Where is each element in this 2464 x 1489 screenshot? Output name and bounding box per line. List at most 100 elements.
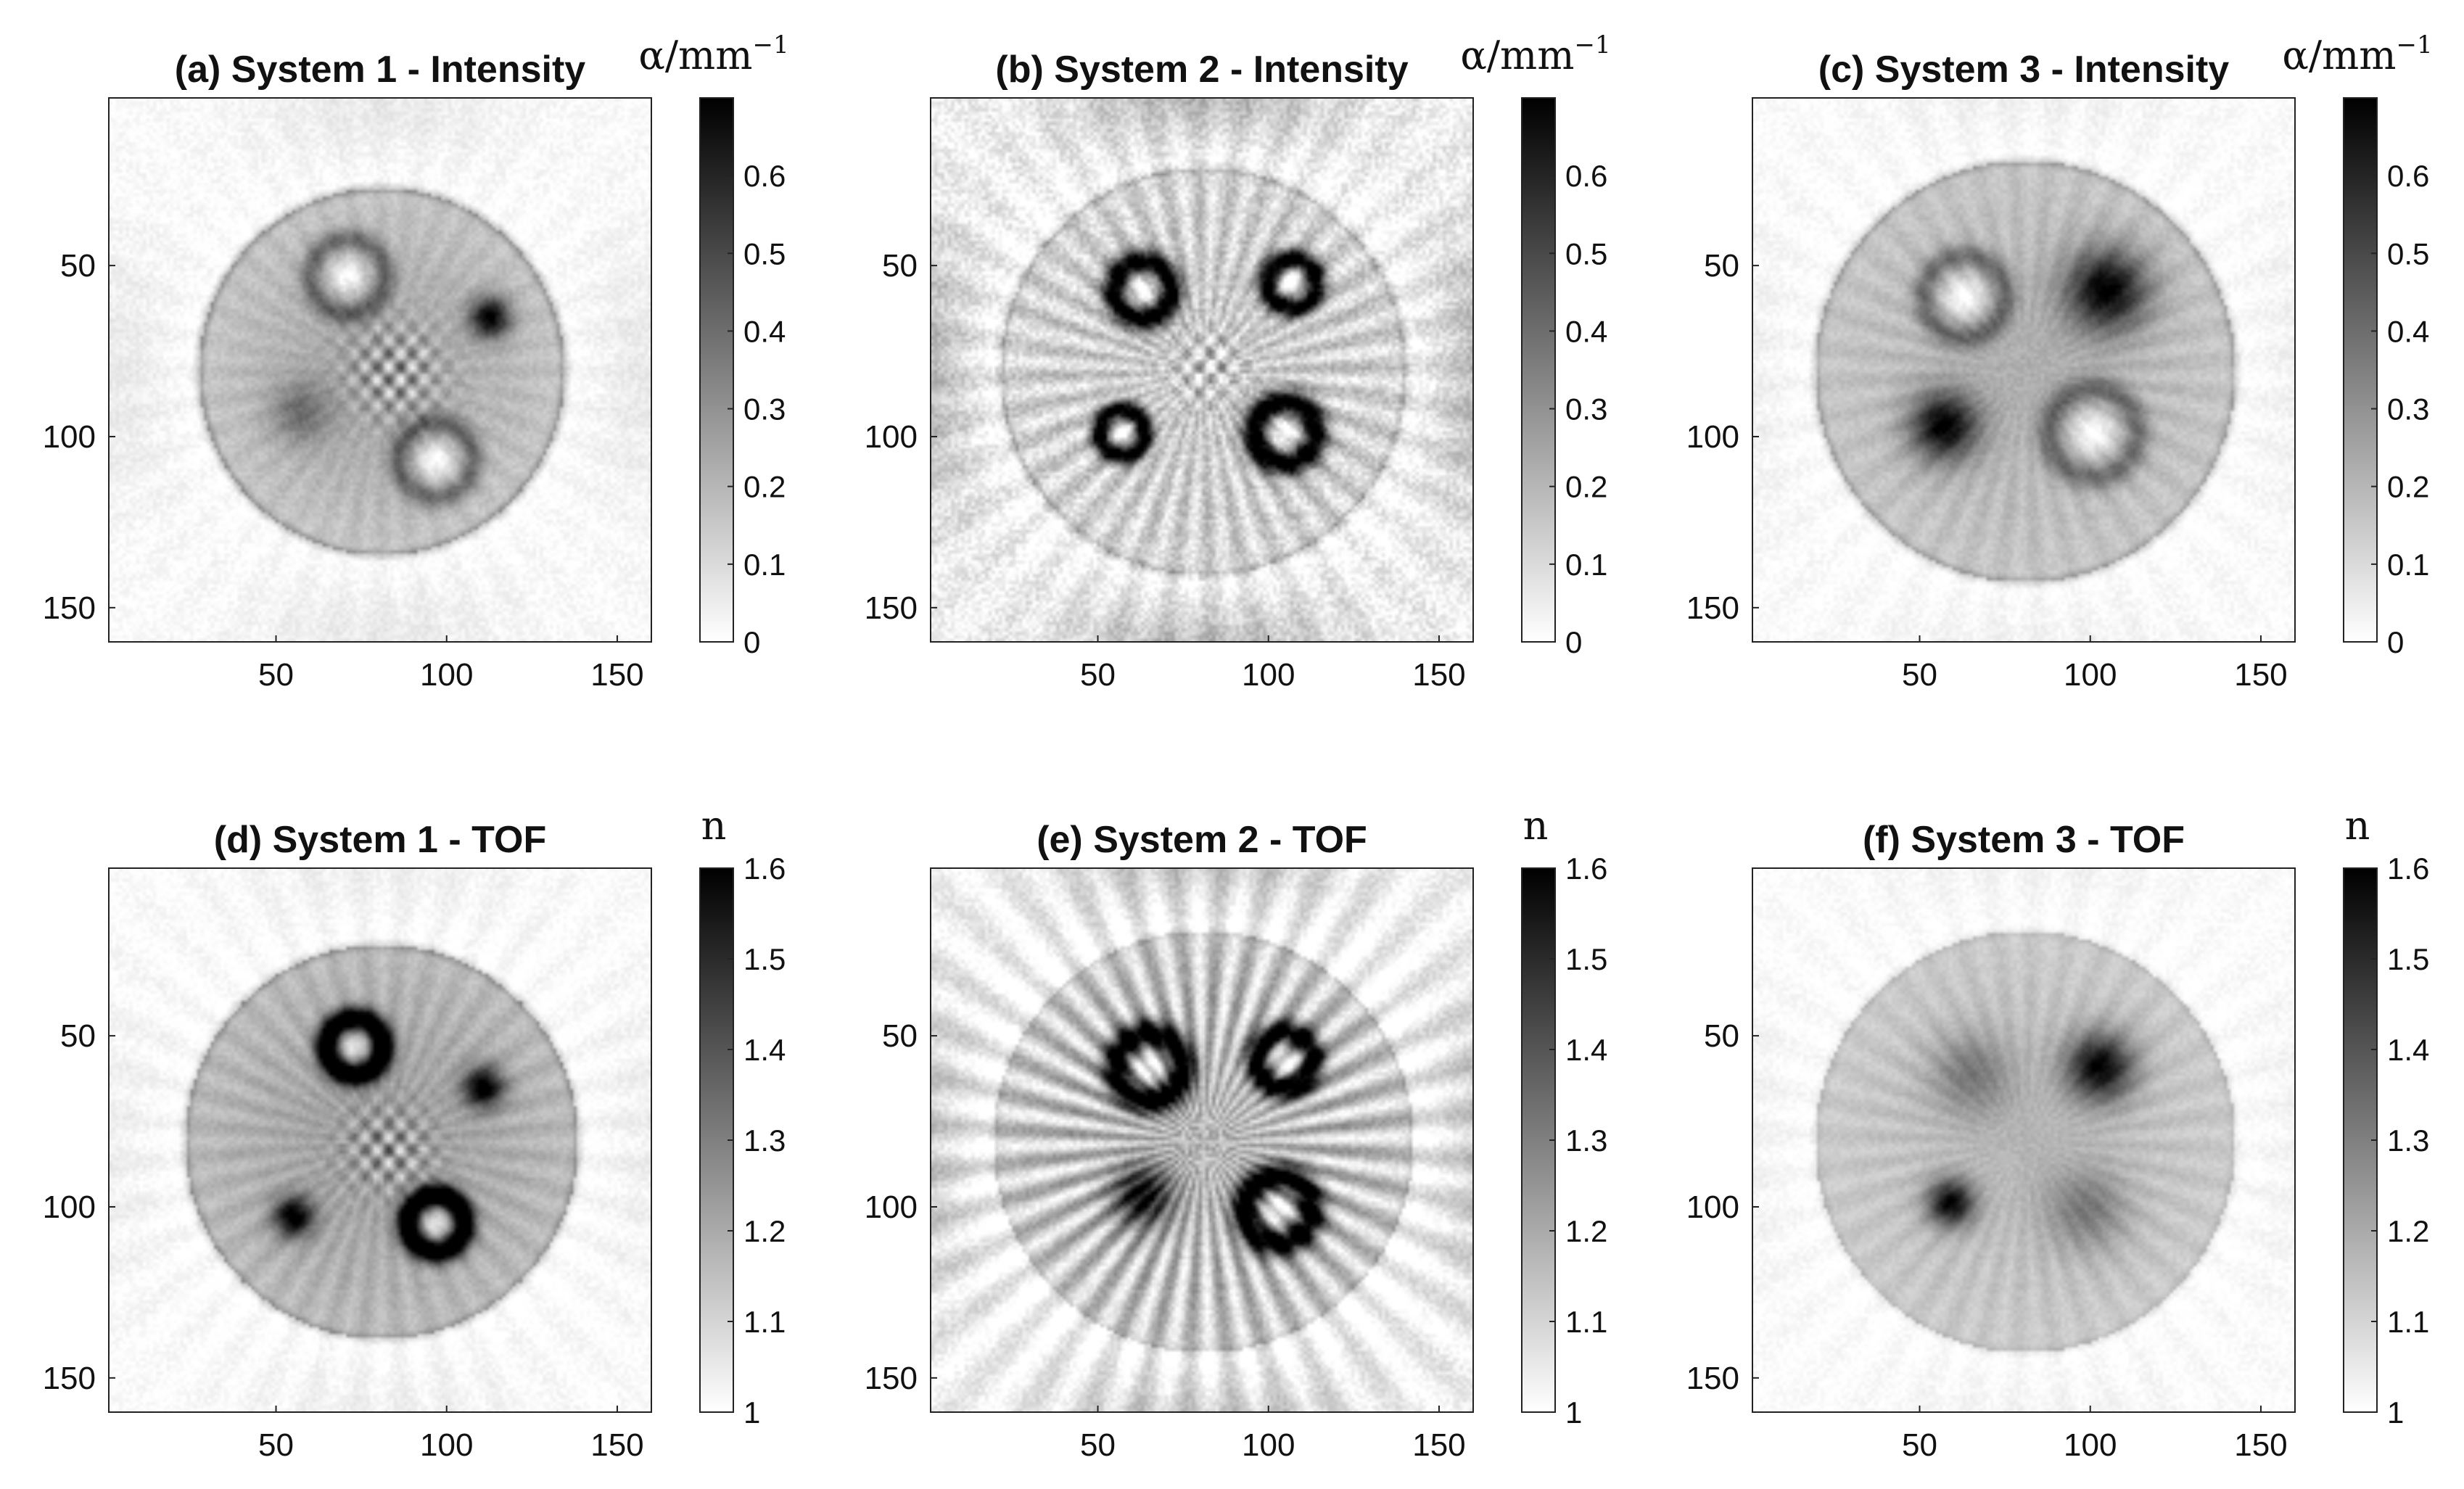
colorbar-tick-label: 1.1 (2387, 1305, 2429, 1339)
colorbar (2343, 97, 2378, 643)
y-tick-label: 150 (43, 590, 96, 626)
x-tick-label: 100 (420, 657, 473, 693)
colorbar-tick-label: 0 (743, 625, 760, 659)
colorbar-tick-label: 1 (1565, 1395, 1582, 1430)
panel-b: (b) System 2 - Intensity 50 100 150 50 100 150… (865, 30, 1611, 693)
colorbar-tick-label: 1.5 (2387, 942, 2429, 976)
colorbar-tick-label: 0.2 (743, 470, 786, 504)
colorbar-tick-label: 0.2 (2387, 470, 2429, 504)
colorbar-tick-label: 0.1 (2387, 548, 2429, 582)
panel-e: (e) System 2 - TOF 50 100 150 50 100 150 1 1.1 1.… (865, 803, 1608, 1463)
colorbar-tick-label: 0.5 (743, 236, 786, 271)
panel-c: (c) System 3 - Intensity 50 100 150 50 100 150… (1686, 30, 2433, 693)
plot-frame (1752, 97, 2296, 643)
colorbar-tick-label: 0 (1565, 625, 1582, 659)
colorbar-tick-label: 1.6 (743, 851, 786, 886)
colorbar-tick-label: 0.6 (2387, 159, 2429, 193)
panel-f: (f) System 3 - TOF 50 100 150 50 100 150 1 1.1 1.… (1686, 803, 2430, 1463)
heatmap-image (109, 868, 651, 1412)
colorbar-tick-label: 1 (2387, 1395, 2404, 1430)
y-tick-label: 150 (43, 1361, 96, 1396)
y-tick-label: 50 (1704, 1018, 1739, 1054)
colorbar-tick-label: 1.2 (2387, 1214, 2429, 1248)
x-tick-label: 50 (1902, 1427, 1937, 1463)
heatmap-image (109, 98, 651, 642)
x-tick-label: 100 (1242, 1427, 1295, 1463)
colorbar-tick-label: 1 (743, 1395, 760, 1430)
colorbar (1521, 97, 1556, 643)
colorbar-tick-label: 0.3 (2387, 392, 2429, 426)
colorbar-unit-label: α/mm−1 (1460, 30, 1610, 78)
plot-frame (1752, 867, 2296, 1413)
x-tick-label: 50 (258, 657, 294, 693)
x-tick-label: 150 (2234, 1427, 2287, 1463)
panel-title: (b) System 2 - Intensity (995, 49, 1408, 91)
colorbar-tick-label: 0 (2387, 625, 2404, 659)
y-tick-label: 100 (865, 419, 918, 455)
y-tick-label: 150 (865, 590, 918, 626)
colorbar-tick-label: 0.6 (743, 159, 786, 193)
y-tick-label: 100 (43, 419, 96, 455)
x-tick-label: 100 (2064, 657, 2117, 693)
colorbar-tick-label: 0.5 (1565, 236, 1607, 271)
panel-title: (e) System 2 - TOF (1037, 819, 1367, 861)
x-tick-label: 50 (1080, 1427, 1116, 1463)
x-tick-label: 150 (590, 657, 643, 693)
colorbar-tick-label: 1.3 (743, 1123, 786, 1158)
x-tick-label: 50 (258, 1427, 294, 1463)
y-tick-label: 100 (1686, 419, 1739, 455)
colorbar-unit-label: n (2345, 803, 2370, 849)
panel-title: (d) System 1 - TOF (214, 819, 546, 861)
y-tick-label: 100 (1686, 1189, 1739, 1225)
panel-title: (c) System 3 - Intensity (1818, 49, 2229, 91)
colorbar-tick-label: 1.4 (743, 1033, 786, 1067)
heatmap-image (931, 98, 1473, 642)
y-tick-label: 50 (60, 248, 96, 284)
colorbar-tick-label: 0.4 (2387, 314, 2429, 348)
colorbar-tick-label: 0.1 (743, 548, 786, 582)
colorbar-tick-label: 1.4 (1565, 1033, 1607, 1067)
y-tick-label: 150 (1686, 590, 1739, 626)
x-tick-label: 150 (2234, 657, 2287, 693)
heatmap-image (1752, 98, 2295, 642)
y-tick-label: 100 (865, 1189, 918, 1225)
colorbar-tick-label: 1.3 (1565, 1123, 1607, 1158)
colorbar (699, 97, 734, 643)
heatmap-image (1752, 868, 2295, 1412)
x-tick-label: 50 (1080, 657, 1116, 693)
colorbar-unit-label: n (701, 803, 727, 849)
plot-frame (108, 867, 652, 1413)
colorbar-tick-label: 0.6 (1565, 159, 1607, 193)
y-tick-label: 100 (43, 1189, 96, 1225)
colorbar-unit-label: n (1523, 803, 1549, 849)
colorbar-tick-label: 1.1 (743, 1305, 786, 1339)
colorbar-tick-label: 0.1 (1565, 548, 1607, 582)
colorbar-tick-label: 0.4 (743, 314, 786, 348)
panel-a: (a) System 1 - Intensity 50 100 150 50 100 150… (43, 30, 789, 693)
colorbar-unit-label: α/mm−1 (2282, 30, 2432, 78)
colorbar-tick-label: 1.6 (1565, 851, 1607, 886)
x-tick-label: 100 (2064, 1427, 2117, 1463)
plot-frame (930, 867, 1474, 1413)
colorbar-tick-label: 1.6 (2387, 851, 2429, 886)
colorbar-tick-label: 0.3 (743, 392, 786, 426)
y-tick-label: 50 (1704, 248, 1739, 284)
y-tick-label: 150 (1686, 1361, 1739, 1396)
x-tick-label: 50 (1902, 657, 1937, 693)
colorbar-tick-label: 1.4 (2387, 1033, 2429, 1067)
x-tick-label: 150 (1412, 657, 1465, 693)
y-tick-label: 50 (882, 1018, 918, 1054)
panel-title: (f) System 3 - TOF (1863, 819, 2185, 861)
panel-d: (d) System 1 - TOF 50 100 150 50 100 150 1 1.1 1.… (43, 803, 786, 1463)
heatmap-image (931, 868, 1473, 1412)
colorbar-tick-label: 0.2 (1565, 470, 1607, 504)
x-tick-label: 150 (1412, 1427, 1465, 1463)
plot-frame (108, 97, 652, 643)
colorbar-tick-label: 0.4 (1565, 314, 1607, 348)
colorbar-tick-label: 1.2 (1565, 1214, 1607, 1248)
x-tick-label: 100 (420, 1427, 473, 1463)
x-tick-label: 100 (1242, 657, 1295, 693)
colorbar-tick-label: 1.5 (1565, 942, 1607, 976)
colorbar-tick-label: 1.2 (743, 1214, 786, 1248)
